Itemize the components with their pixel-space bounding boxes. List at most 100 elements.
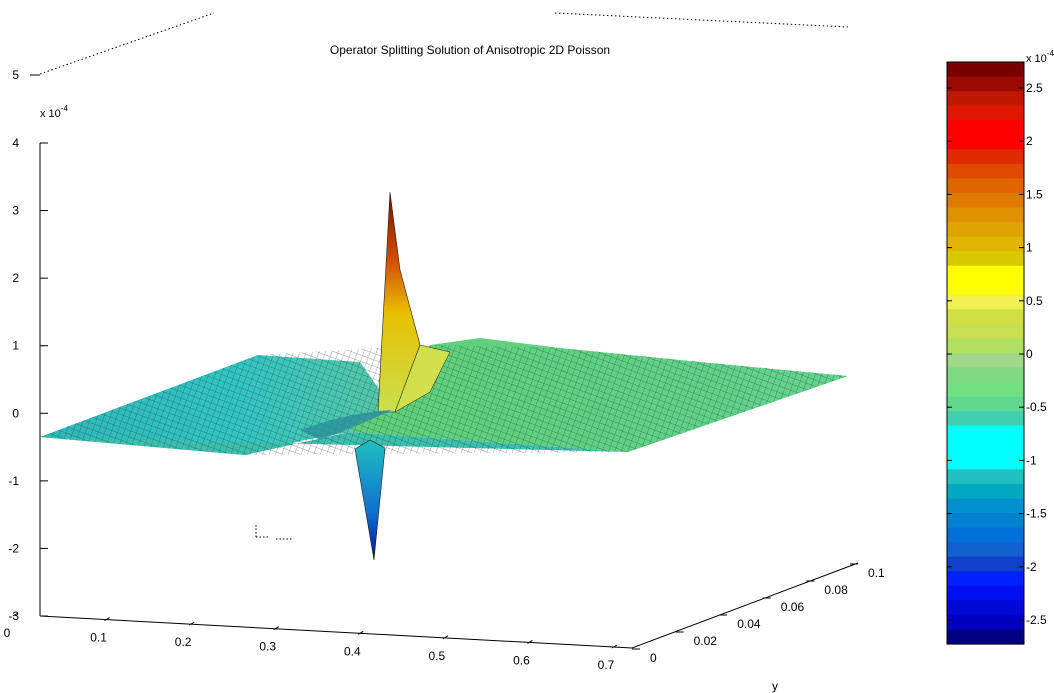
x-tick — [12, 612, 19, 617]
colorbar-band — [947, 353, 1024, 369]
x-tick — [273, 626, 279, 631]
y-tick-label: 0.02 — [694, 634, 718, 648]
x-tick — [611, 644, 618, 649]
colorbar-band — [947, 600, 1024, 616]
colorbar-band — [947, 120, 1024, 136]
colorbar-band — [947, 527, 1024, 543]
box-edge-top-right — [554, 12, 849, 28]
colorbar-band — [947, 469, 1024, 485]
x-axis-line — [39, 615, 633, 649]
box-edge-top-left — [39, 12, 215, 75]
x-tick-label: 0.6 — [513, 653, 530, 667]
y-tick-label: 0.04 — [737, 617, 761, 631]
colorbar-frame — [946, 61, 1025, 645]
x-tick-label: 0.2 — [175, 635, 192, 649]
y-ticks: 0 0.02 0.04 0.06 0.08 0.1 — [632, 563, 885, 665]
y-tick-label: 0 — [650, 651, 657, 665]
chart-title: Operator Splitting Solution of Anisotrop… — [330, 43, 610, 57]
base-axes — [39, 562, 859, 649]
z-tick-label: -2 — [8, 541, 19, 555]
colorbar-tick-label: 1.5 — [1026, 187, 1043, 201]
surface — [40, 191, 848, 561]
colorbar-band — [947, 149, 1024, 165]
colorbar-band — [947, 440, 1024, 456]
x-tick-label: 0.7 — [598, 658, 615, 672]
y-axis-label: y — [772, 679, 778, 693]
colorbar-band — [947, 483, 1024, 500]
x-tick — [358, 630, 364, 635]
colorbar-band — [947, 251, 1024, 267]
colorbar-band — [947, 178, 1024, 194]
colorbar-band — [947, 382, 1024, 398]
colorbar-tick-label: -0.5 — [1026, 400, 1047, 414]
colorbar-band — [947, 163, 1024, 179]
x-tick — [442, 635, 449, 640]
colorbar-band — [947, 614, 1024, 631]
x-ticks: 0 0.1 0.2 0.3 0.4 0.5 0.6 0.7 — [4, 612, 618, 672]
colorbar-band — [947, 425, 1024, 441]
z-axis — [30, 74, 41, 616]
colorbar-band — [947, 338, 1024, 354]
colorbar-band — [947, 280, 1024, 296]
z-tick-label: 1 — [12, 339, 19, 353]
colorbar-band — [947, 498, 1024, 514]
colorbar-band — [947, 571, 1024, 587]
colorbar-tick-label: 1 — [1026, 241, 1033, 255]
surface-peak-shoulder — [394, 344, 451, 413]
colorbar-band — [947, 454, 1024, 470]
colorbar-band — [947, 411, 1024, 427]
colorbar-band — [947, 91, 1024, 107]
x-tick — [104, 617, 110, 622]
z-tick-label: -1 — [8, 474, 19, 488]
colorbar-tick-label: -2.5 — [1026, 613, 1047, 627]
z-tick-label: 0 — [12, 406, 19, 420]
x-tick-label: 0 — [4, 626, 11, 640]
surface-mesh — [40, 345, 848, 455]
z-tick-label: 2 — [12, 271, 19, 285]
colorbar-tick-label: -2 — [1026, 560, 1037, 574]
colorbar-band — [947, 105, 1024, 121]
colorbar-tick-label: 0 — [1026, 347, 1033, 361]
colorbar-band — [947, 396, 1024, 412]
x-tick-label: 0.3 — [259, 640, 276, 654]
colorbar-band — [947, 367, 1024, 383]
x-tick — [527, 639, 533, 644]
colorbar-exponent-label: x 10-4 — [1026, 49, 1054, 65]
colorbar-band — [947, 513, 1024, 529]
colorbar-band — [947, 309, 1024, 325]
surface-valley — [300, 410, 392, 440]
colorbar-tick-label: 2 — [1026, 134, 1033, 148]
colorbar-tick-label: 2.5 — [1026, 81, 1043, 95]
colorbar-band — [947, 629, 1024, 645]
colorbar-band — [947, 294, 1024, 310]
colorbar-band — [947, 585, 1024, 601]
colorbar-band — [947, 76, 1024, 92]
colorbar-band — [947, 556, 1024, 572]
y-tick-label: 0.1 — [868, 566, 885, 580]
colorbar-band — [947, 542, 1024, 558]
box-top-edges — [39, 12, 849, 75]
z-top-tick-label: 5 — [12, 68, 19, 82]
hidden-grid-fragment — [255, 525, 292, 540]
colorbar-ticks: 2.5 2 1.5 1 0.5 0 -0.5 -1 -1.5 -2 -2.5 — [947, 81, 1047, 627]
colorbar-tick-label: -1.5 — [1026, 507, 1047, 521]
y-tick-label: 0.08 — [824, 583, 848, 597]
surface-trough — [354, 439, 386, 561]
z-exponent-label: x 10-4 — [40, 104, 68, 120]
y-tick-label: 0.06 — [781, 600, 805, 614]
colorbar-band — [947, 207, 1024, 223]
colorbar-bands — [947, 62, 1024, 645]
x-tick-label: 0.1 — [90, 631, 107, 645]
x-tick-label: 0.5 — [429, 649, 446, 663]
colorbar-band — [947, 62, 1024, 78]
colorbar-band — [947, 134, 1024, 150]
z-tick-label: 4 — [12, 136, 19, 150]
colorbar-band — [947, 265, 1024, 281]
colorbar-tick-label: -1 — [1026, 453, 1037, 467]
x-tick — [188, 621, 195, 626]
colorbar-band — [947, 192, 1024, 209]
colorbar-band — [947, 323, 1024, 340]
colorbar-band — [947, 236, 1024, 252]
